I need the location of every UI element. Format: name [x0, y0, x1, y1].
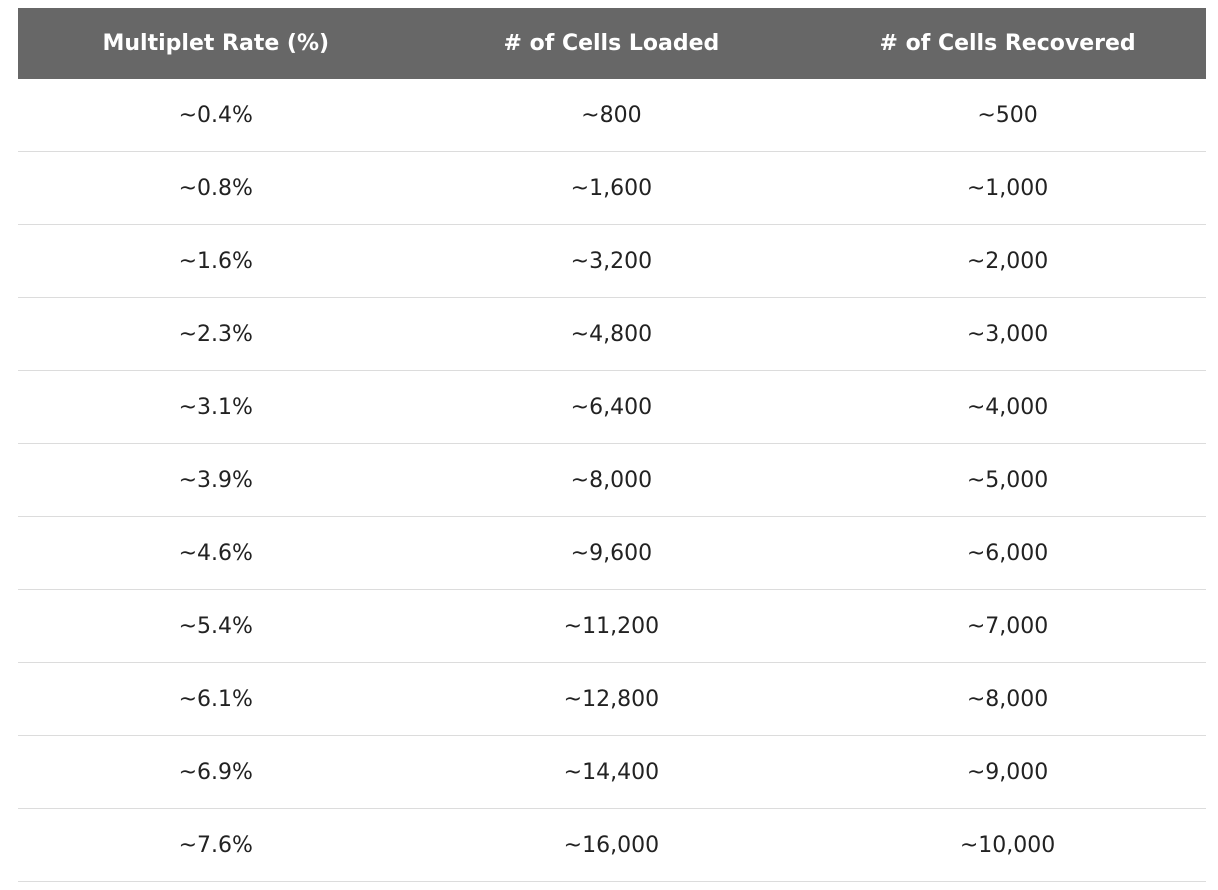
cell-cells-loaded: ~16,000: [413, 808, 810, 882]
cell-cells-loaded: ~6,400: [413, 370, 810, 444]
table-row: ~7.6% ~16,000 ~10,000: [18, 808, 1206, 882]
cell-cells-recovered: ~9,000: [809, 735, 1206, 809]
cell-cells-loaded: ~800: [413, 79, 810, 152]
cell-multiplet-rate: ~2.3%: [18, 297, 414, 371]
table-row: ~2.3% ~4,800 ~3,000: [18, 297, 1206, 371]
cell-multiplet-rate: ~6.1%: [18, 662, 414, 736]
header-cells-loaded: # of Cells Loaded: [413, 8, 810, 79]
table-row: ~6.9% ~14,400 ~9,000: [18, 735, 1206, 809]
cell-multiplet-rate: ~0.4%: [18, 79, 414, 152]
header-row: Multiplet Rate (%) # of Cells Loaded # o…: [18, 8, 1206, 79]
header-cells-recovered: # of Cells Recovered: [809, 8, 1206, 79]
cell-cells-recovered: ~6,000: [809, 516, 1206, 590]
cell-cells-recovered: ~500: [809, 79, 1206, 152]
multiplet-rate-table: Multiplet Rate (%) # of Cells Loaded # o…: [18, 8, 1206, 882]
cell-cells-loaded: ~8,000: [413, 443, 810, 517]
table-row: ~1.6% ~3,200 ~2,000: [18, 224, 1206, 298]
table-row: ~0.4% ~800 ~500: [18, 79, 1206, 152]
cell-cells-loaded: ~4,800: [413, 297, 810, 371]
cell-cells-recovered: ~5,000: [809, 443, 1206, 517]
cell-cells-loaded: ~11,200: [413, 589, 810, 663]
cell-multiplet-rate: ~3.1%: [18, 370, 414, 444]
cell-cells-loaded: ~9,600: [413, 516, 810, 590]
cell-cells-recovered: ~1,000: [809, 151, 1206, 225]
cell-multiplet-rate: ~1.6%: [18, 224, 414, 298]
cell-cells-recovered: ~2,000: [809, 224, 1206, 298]
cell-cells-recovered: ~4,000: [809, 370, 1206, 444]
cell-cells-recovered: ~8,000: [809, 662, 1206, 736]
table-row: ~6.1% ~12,800 ~8,000: [18, 662, 1206, 736]
cell-multiplet-rate: ~3.9%: [18, 443, 414, 517]
cell-cells-recovered: ~3,000: [809, 297, 1206, 371]
multiplet-rate-table-container: Multiplet Rate (%) # of Cells Loaded # o…: [18, 8, 1206, 882]
table-row: ~3.9% ~8,000 ~5,000: [18, 443, 1206, 517]
table-row: ~4.6% ~9,600 ~6,000: [18, 516, 1206, 590]
cell-multiplet-rate: ~5.4%: [18, 589, 414, 663]
table-row: ~0.8% ~1,600 ~1,000: [18, 151, 1206, 225]
cell-cells-loaded: ~1,600: [413, 151, 810, 225]
table-header: Multiplet Rate (%) # of Cells Loaded # o…: [18, 8, 1206, 79]
cell-multiplet-rate: ~6.9%: [18, 735, 414, 809]
table-row: ~3.1% ~6,400 ~4,000: [18, 370, 1206, 444]
header-multiplet-rate: Multiplet Rate (%): [18, 8, 414, 79]
cell-multiplet-rate: ~7.6%: [18, 808, 414, 882]
table-row: ~5.4% ~11,200 ~7,000: [18, 589, 1206, 663]
table-body: ~0.4% ~800 ~500 ~0.8% ~1,600 ~1,000 ~1.6…: [18, 79, 1206, 882]
cell-cells-loaded: ~12,800: [413, 662, 810, 736]
cell-cells-recovered: ~7,000: [809, 589, 1206, 663]
cell-multiplet-rate: ~0.8%: [18, 151, 414, 225]
cell-cells-loaded: ~3,200: [413, 224, 810, 298]
cell-cells-loaded: ~14,400: [413, 735, 810, 809]
cell-cells-recovered: ~10,000: [809, 808, 1206, 882]
cell-multiplet-rate: ~4.6%: [18, 516, 414, 590]
